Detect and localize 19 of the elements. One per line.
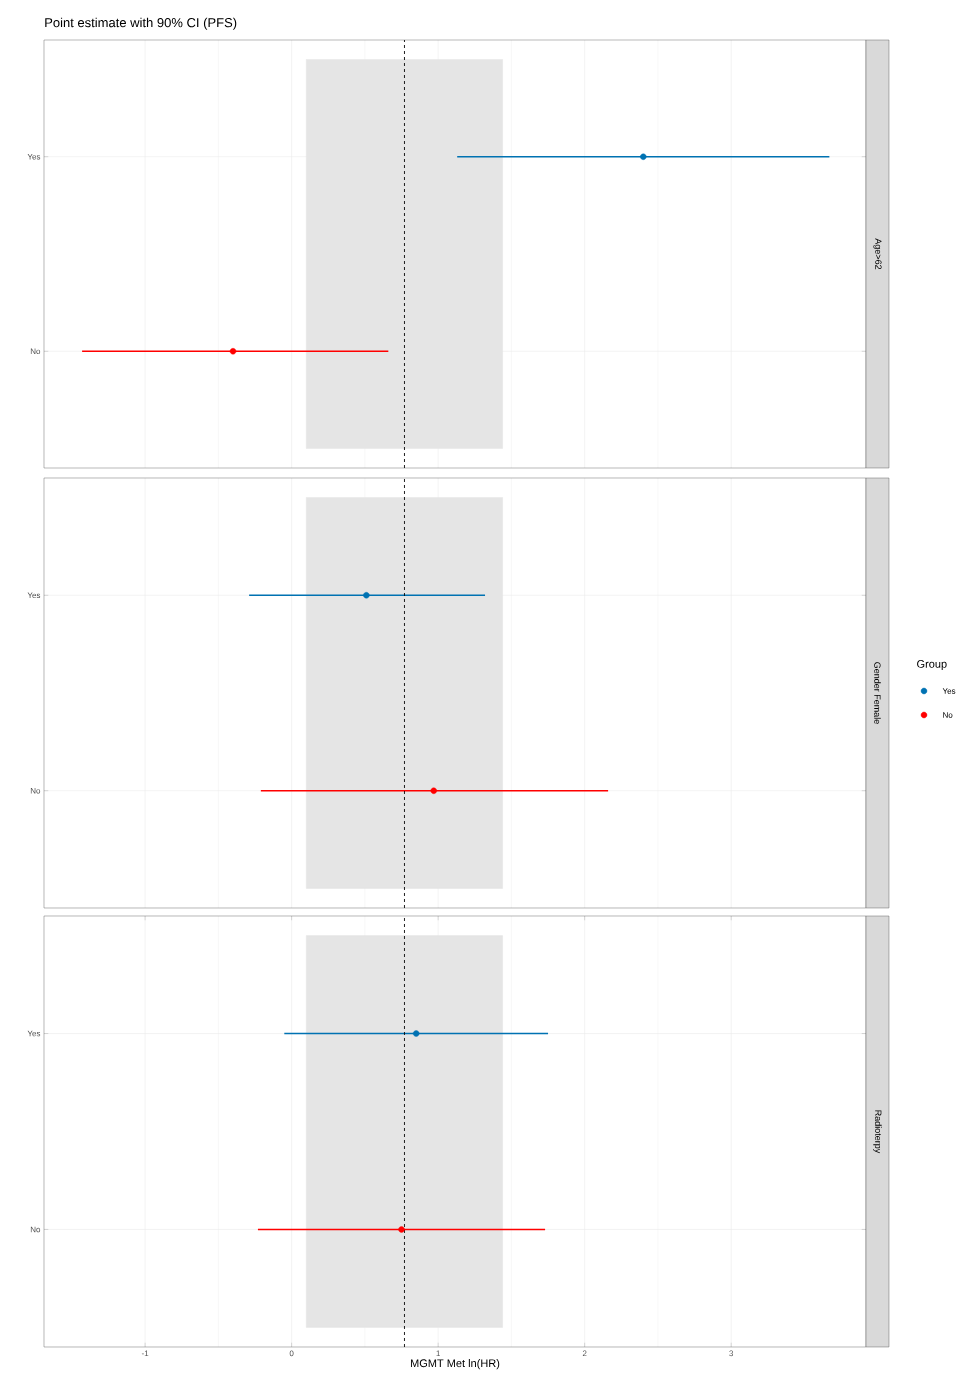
x-tick-label: -1 <box>141 1350 149 1357</box>
legend-label: Yes <box>942 688 956 694</box>
x-tick-label: 1 <box>436 1350 440 1357</box>
chart-title: Point estimate with 90% CI (PFS) <box>45 17 237 30</box>
x-tick-label: 3 <box>729 1350 734 1357</box>
legend-title: Group <box>917 660 947 670</box>
y-tick-label: No <box>30 1226 41 1233</box>
x-tick-label: 0 <box>289 1350 294 1357</box>
y2-axis-title: Gender Female <box>874 662 881 724</box>
x-axis-title: MGMT Met ln(HR) <box>410 1359 500 1370</box>
y2-axis-title: Age>62 <box>873 238 882 270</box>
y-tick-label: Yes <box>27 153 41 160</box>
y2-axis-title: Radioterpy <box>873 1110 882 1154</box>
y-tick-label: No <box>30 348 41 355</box>
y-tick-label: Yes <box>27 1030 41 1037</box>
y-tick-label: Yes <box>27 592 41 599</box>
y-tick-label: No <box>30 787 41 794</box>
x-tick-label: 2 <box>582 1350 587 1357</box>
legend-label: No <box>943 712 953 718</box>
